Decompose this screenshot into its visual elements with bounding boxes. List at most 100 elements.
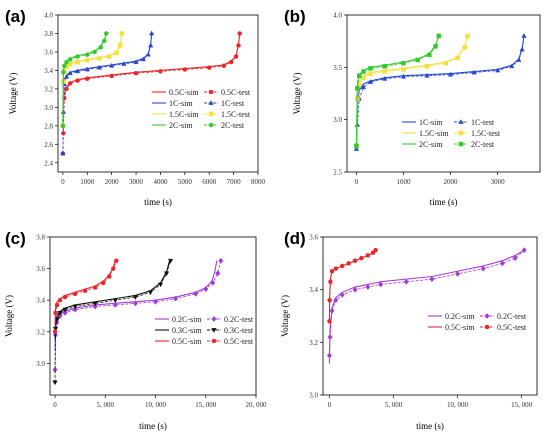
- data-point-2c-test: [436, 33, 442, 39]
- series-line-1-5c-test: [62, 33, 123, 126]
- x-tick-label: 5000: [178, 178, 193, 186]
- data-point-0-5c-test: [333, 266, 339, 271]
- legend-item-1-5c-test: 1.5C-test: [454, 129, 501, 138]
- data-point-1c-test: [60, 150, 66, 156]
- data-point-1c-test: [84, 66, 90, 72]
- data-point-1-5c-test: [114, 50, 119, 56]
- data-point-2c-test: [62, 63, 67, 69]
- legend-label: 1.5C-test: [471, 129, 501, 138]
- y-tick-label: 4.0: [333, 12, 342, 20]
- data-point-0-5c-test: [182, 67, 188, 72]
- data-point-1c-test: [424, 72, 430, 78]
- series-line-0-3c-test: [54, 260, 171, 383]
- data-point-1c-test: [140, 56, 146, 62]
- series-line-0-2c-sim: [328, 249, 525, 364]
- legend-item-0-5c-test: 0.5C-test: [480, 323, 527, 332]
- legend-label: 2C-sim: [169, 121, 193, 130]
- series-line-1c-test: [62, 33, 153, 154]
- legend-item-0-3c-test: 0.3C-test: [207, 326, 254, 335]
- y-axis-label: Voltage (V): [4, 295, 14, 337]
- data-point-1c-test: [96, 64, 103, 70]
- data-point-0-5c-test: [346, 261, 351, 266]
- data-point-0-5c-test: [62, 294, 68, 300]
- legend-label: 0.3C-test: [224, 326, 254, 335]
- x-tick-label: 3000: [129, 178, 144, 186]
- x-tick-label: 7000: [227, 178, 242, 186]
- data-point-1c-test: [521, 33, 527, 38]
- plot-frame: [49, 236, 257, 396]
- legend-marker: [458, 130, 464, 136]
- data-point-0-5c-test: [237, 31, 242, 36]
- panel-label: (d): [284, 229, 306, 248]
- legend-item-2c-sim: 2C-sim: [152, 121, 193, 130]
- x-tick-label: 0: [53, 401, 57, 409]
- legend-label: 0.5C-sim: [172, 337, 202, 346]
- y-axis-label: Voltage (V): [292, 72, 302, 114]
- y-tick-label: 2.5: [333, 169, 342, 177]
- data-point-0-2c-test: [333, 297, 339, 304]
- data-point-1c-test: [149, 30, 155, 36]
- legend-label: 1.5C-test: [221, 110, 251, 119]
- legend-label: 0.5C-test: [497, 323, 527, 332]
- data-point-0-2c-test: [378, 281, 384, 288]
- data-point-0-3c-test: [72, 304, 78, 310]
- legend-marker: [484, 324, 490, 330]
- data-point-1c-test: [148, 42, 154, 48]
- data-point-0-2c-test: [326, 352, 332, 359]
- legend-label: 0.2C-test: [497, 312, 527, 321]
- data-point-0-3c-test: [163, 271, 170, 277]
- data-point-2c-test: [427, 52, 432, 58]
- y-tick-label: 3.0: [44, 104, 53, 112]
- data-point-1-5c-test: [443, 60, 449, 66]
- data-point-1-5c-test: [97, 56, 102, 61]
- data-point-0-2c-test: [193, 290, 199, 297]
- data-point-0-2c-test: [352, 286, 358, 293]
- data-point-0-3c-test: [92, 301, 98, 307]
- y-tick-label: 3.2: [44, 85, 53, 93]
- data-point-0-2c-test: [329, 307, 335, 314]
- data-point-1c-test: [519, 46, 525, 52]
- x-axis-label: time (s): [430, 197, 458, 207]
- plot-area: [353, 33, 527, 151]
- data-point-2c-test: [382, 64, 387, 69]
- data-point-1c-test: [63, 73, 70, 79]
- data-point-0-2c-test: [152, 298, 159, 305]
- data-point-0-2c-test: [92, 303, 98, 310]
- y-tick-label: 3.2: [36, 328, 45, 336]
- data-point-1-5c-test: [465, 33, 470, 39]
- plot-frame: [322, 236, 538, 396]
- data-point-1-5c-test: [67, 61, 73, 67]
- legend-item-0-5c-sim: 0.5C-sim: [152, 88, 199, 97]
- legend: 0.5C-sim 1C-sim 1.5C-sim 2C-sim 0.5C-test 1C-…: [152, 88, 251, 130]
- legend-marker: [211, 316, 217, 322]
- legend-label: 1C-sim: [419, 118, 443, 127]
- legend-marker: [208, 89, 214, 95]
- data-point-1-5c-test: [455, 55, 460, 61]
- data-point-1c-test: [382, 75, 388, 81]
- chart-panel-1: (a) 0 1000 2000 3000 4000 5000 6000 7000 8000 2.4 2…: [5, 7, 266, 207]
- panel-label: (c): [5, 229, 26, 248]
- data-point-0-5c-test: [233, 54, 239, 59]
- legend-item-1c-test: 1C-test: [204, 99, 245, 108]
- y-tick-label: 4.0: [44, 12, 53, 20]
- data-point-0-2c-test: [339, 291, 345, 298]
- legend: 0.2C-sim 0.5C-sim 0.2C-test 0.5C-test: [428, 312, 527, 332]
- data-point-0-2c-test: [203, 286, 209, 293]
- y-tick-label: 3.5: [333, 64, 342, 72]
- legend-item-1c-sim: 1C-sim: [152, 99, 193, 108]
- y-tick-label: 3.6: [44, 48, 53, 56]
- data-point-2c-test: [75, 54, 80, 60]
- x-tick-label: 20, 000: [246, 401, 268, 409]
- data-point-1c-test: [353, 146, 360, 151]
- x-tick-label: 0: [61, 178, 65, 186]
- data-point-0-5c-test: [107, 274, 112, 279]
- legend-label: 0.5C-test: [224, 337, 254, 346]
- data-point-0-5c-test: [85, 76, 90, 81]
- data-point-2c-test: [361, 69, 366, 74]
- x-tick-label: 0: [355, 178, 359, 186]
- data-point-0-2c-test: [480, 265, 486, 272]
- legend-item-0-5c-sim: 0.5C-sim: [428, 323, 475, 332]
- data-point-0-5c-test: [57, 297, 63, 303]
- data-point-0-5c-test: [92, 285, 98, 290]
